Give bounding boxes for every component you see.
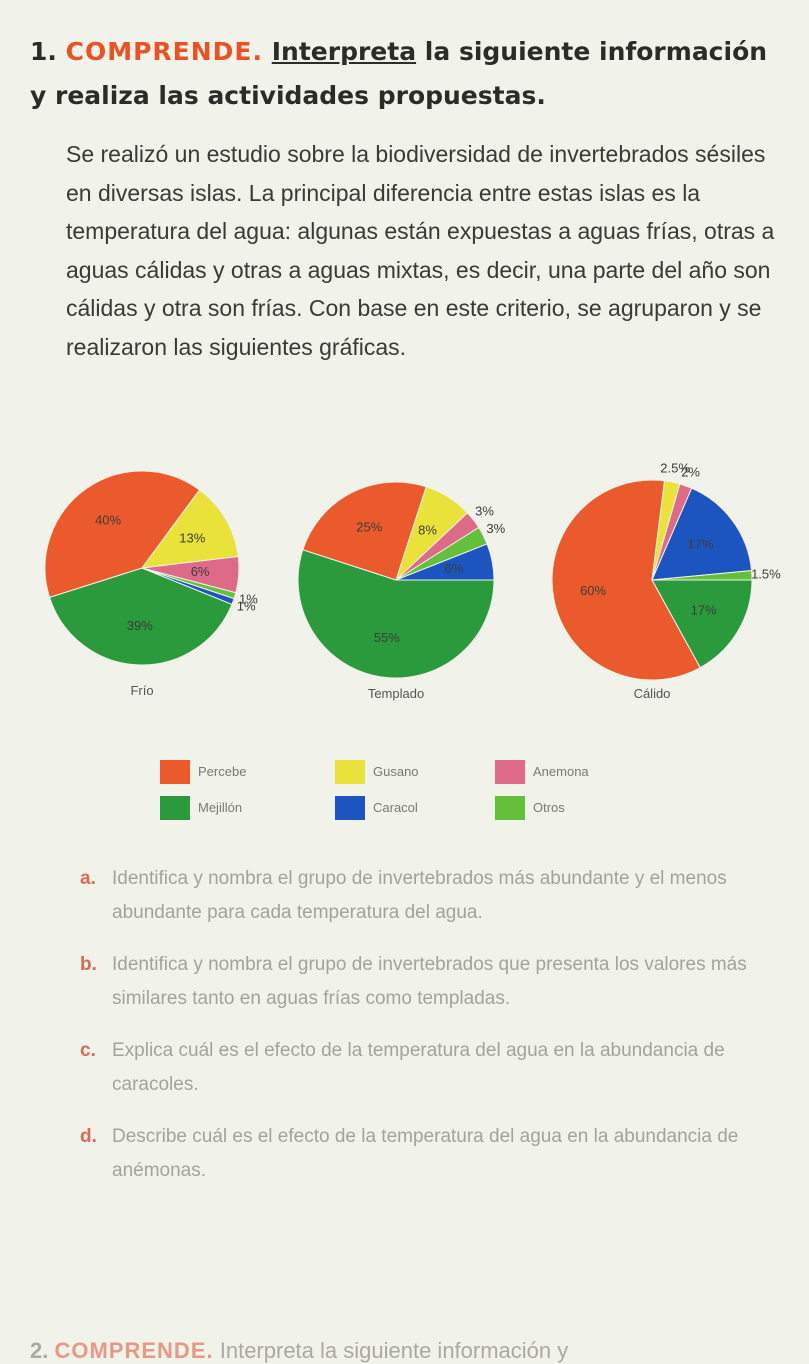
pie-slice-c-lido-otros — [651, 570, 753, 581]
activity-letter: d. — [80, 1126, 97, 1147]
pie-slice-fr-o-gusano — [140, 489, 239, 569]
next-question-instruction: Interpreta la siguiente información y — [219, 1338, 569, 1363]
intro-paragraph: Se realizó un estudio sobre la biodivers… — [66, 141, 775, 360]
pie-label-c-lido-percebe: 60% — [580, 583, 606, 598]
pie-label-c-lido-anemona: 2% — [681, 465, 700, 480]
question-heading: COMPRENDE. — [65, 37, 264, 66]
legend-swatch-percebe — [160, 760, 190, 784]
activity-c: c. Explica cuál es el efecto de la tempe… — [80, 1034, 770, 1102]
next-question-title: 2. COMPRENDE. Interpreta la siguiente in… — [30, 1338, 790, 1364]
legend-label-gusano: Gusano — [373, 764, 419, 779]
question-number: 1. — [30, 37, 57, 66]
pie-slice-fr-o-mejillon — [48, 567, 233, 666]
pie-label-fr-o-mejillon: 39% — [127, 618, 153, 633]
pie-label-fr-o-gusano: 13% — [179, 531, 205, 546]
pie-label-c-lido-mejillon: 17% — [691, 603, 717, 618]
pie-label-c-lido-caracol: 17% — [687, 537, 713, 552]
pie-charts-svg: 39% 40% 13% 6% 1%1% Frío 55% 25% 8% 3% 3% 6% Templad… — [44, 460, 781, 701]
legend-swatch-gusano — [335, 760, 365, 784]
question-verb: Interpreta — [271, 37, 417, 66]
question-instruction: la siguiente información y realiza las a… — [30, 37, 768, 110]
pie-slice-templado-mejillon — [297, 549, 495, 679]
pie-slice-templado-percebe — [302, 481, 427, 581]
legend-label-percebe: Percebe — [198, 764, 247, 779]
chart-legend: Percebe Gusano Anemona Mejillón Caracol … — [160, 760, 680, 830]
pie-label-templado-otros: 3% — [486, 521, 505, 536]
pie-label-fr-o-caracol: 1% — [237, 598, 256, 613]
pie-label-fr-o-percebe: 40% — [95, 513, 121, 528]
activity-text: Explica cuál es el efecto de la temperat… — [112, 1040, 725, 1095]
activity-text: Identifica y nombra el grupo de inverteb… — [112, 954, 747, 1009]
pie-title-c-lido: Cálido — [634, 686, 671, 701]
pie-slice-fr-o-caracol — [141, 567, 235, 605]
pie-slice-fr-o-percebe — [44, 470, 201, 598]
pie-label-fr-o-anemona: 6% — [191, 564, 210, 579]
pie-slice-c-lido-mejillon — [651, 579, 753, 669]
activity-b: b. Identifica y nombra el grupo de inver… — [80, 948, 770, 1016]
activity-letter: a. — [80, 868, 96, 889]
legend-label-anemona: Anemona — [533, 764, 589, 779]
legend-swatch-anemona — [495, 760, 525, 784]
pie-slice-templado-caracol — [395, 543, 495, 581]
legend-swatch-mejillon — [160, 796, 190, 820]
question-title: 1. COMPRENDE. Interpreta la siguiente in… — [30, 30, 790, 118]
pie-label-c-lido-otros: 1.5% — [751, 567, 781, 582]
activities-list: a. Identifica y nombra el grupo de inver… — [80, 862, 770, 1206]
activity-letter: c. — [80, 1040, 96, 1061]
activity-text: Identifica y nombra el grupo de inverteb… — [112, 868, 727, 923]
pie-slice-c-lido-caracol — [651, 487, 753, 581]
pie-title-fr-o: Frío — [130, 683, 153, 698]
pie-label-templado-percebe: 25% — [356, 520, 382, 535]
legend-swatch-caracol — [335, 796, 365, 820]
pie-slice-c-lido-percebe — [551, 479, 701, 681]
pie-label-templado-anemona: 3% — [475, 503, 494, 518]
legend-label-caracol: Caracol — [373, 800, 418, 815]
activity-text: Describe cuál es el efecto de la tempera… — [112, 1126, 739, 1181]
activity-letter: b. — [80, 954, 97, 975]
pie-label-fr-o-otros: 1% — [239, 592, 258, 607]
pie-label-templado-mejillon: 55% — [374, 630, 400, 645]
legend-swatch-otros — [495, 796, 525, 820]
activity-d: d. Describe cuál es el efecto de la temp… — [80, 1120, 770, 1188]
pie-label-c-lido-gusano: 2.5% — [660, 460, 690, 475]
pie-title-templado: Templado — [368, 686, 424, 701]
activity-a: a. Identifica y nombra el grupo de inver… — [80, 862, 770, 930]
pie-label-templado-gusano: 8% — [418, 522, 437, 537]
pie-charts-area: 39% 40% 13% 6% 1% 1% Frío 55% 25% 8% 3% 3% 6% Templad… — [0, 440, 809, 710]
pie-label-templado-caracol: 6% — [444, 561, 463, 576]
next-question-heading: COMPRENDE. — [54, 1338, 214, 1363]
legend-label-mejillon: Mejillón — [198, 800, 243, 815]
legend-label-otros: Otros — [533, 800, 565, 815]
next-question-number: 2. — [30, 1338, 49, 1363]
